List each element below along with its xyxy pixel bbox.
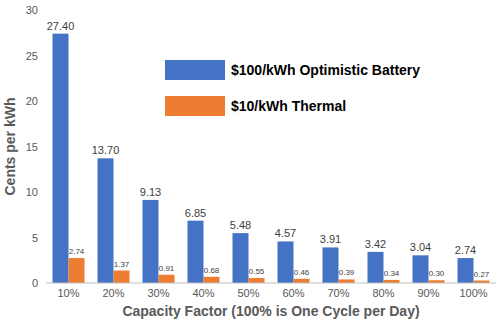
data-label: 4.57 [275, 227, 296, 239]
bars [53, 34, 490, 283]
data-label: 0.30 [429, 269, 445, 278]
data-label: 0.39 [339, 268, 355, 277]
data-label: 0.91 [159, 264, 175, 273]
bar [204, 277, 220, 283]
x-tick-label: 90% [417, 287, 439, 299]
bar [294, 279, 310, 283]
data-label: 2.74 [69, 247, 85, 256]
data-label: 0.55 [249, 267, 265, 276]
data-label: 2.74 [455, 244, 476, 256]
data-label: 0.34 [384, 269, 400, 278]
legend-swatch [165, 96, 225, 116]
x-tick-label: 70% [327, 287, 349, 299]
bar [53, 34, 69, 283]
data-label: 13.70 [92, 144, 120, 156]
x-tick-label: 100% [459, 287, 487, 299]
data-label: 27.40 [47, 20, 75, 32]
data-label: 0.46 [294, 268, 310, 277]
bar [233, 233, 249, 283]
bar [339, 279, 355, 283]
y-tick [43, 101, 46, 102]
y-tick-label: 5 [32, 232, 38, 244]
y-tick-label: 25 [26, 50, 38, 62]
legend-swatch [165, 60, 225, 80]
bar [143, 200, 159, 283]
data-label: 1.37 [114, 260, 130, 269]
y-tick [43, 146, 46, 147]
bar [98, 158, 114, 283]
y-tick [43, 55, 46, 56]
data-label: 5.48 [230, 219, 251, 231]
x-axis-title: Capacity Factor (100% is One Cycle per D… [122, 303, 419, 319]
x-tick-label: 50% [237, 287, 259, 299]
x-tick-label: 60% [282, 287, 304, 299]
y-tick [43, 237, 46, 238]
x-tick-label: 30% [147, 287, 169, 299]
y-tick [43, 192, 46, 193]
bar [159, 275, 175, 283]
bar [413, 255, 429, 283]
bar [458, 258, 474, 283]
bar [368, 252, 384, 283]
y-tick-label: 15 [26, 141, 38, 153]
data-label: 6.85 [185, 207, 206, 219]
y-tick-label: 20 [26, 95, 38, 107]
data-label: 3.04 [410, 241, 431, 253]
y-tick-label: 30 [26, 4, 38, 16]
bar [69, 258, 85, 283]
bar [323, 247, 339, 283]
x-tick-label: 40% [192, 287, 214, 299]
chart-root: 0 5 10 15 20 25 30 27.40 13.70 9.13 6.85 5.48 4.57 3.… [0, 0, 500, 323]
data-label: 0.27 [474, 270, 490, 279]
y-tick-label: 10 [26, 186, 38, 198]
data-label: 3.42 [365, 238, 386, 250]
y-tick [43, 283, 46, 284]
data-label: 3.91 [320, 233, 341, 245]
chart-svg: 0 5 10 15 20 25 30 27.40 13.70 9.13 6.85 5.48 4.57 3.… [0, 0, 500, 323]
y-tick-label: 0 [32, 277, 38, 289]
bar [278, 241, 294, 283]
y-axis-title: Cents per kWh [2, 97, 18, 195]
data-label: 9.13 [140, 186, 161, 198]
y-tick [43, 10, 46, 11]
legend-label: $100/kWh Optimistic Battery [231, 62, 420, 78]
bar [114, 271, 130, 283]
x-tick-label: 10% [57, 287, 79, 299]
x-axis-line [46, 283, 496, 284]
x-tick-label: 80% [372, 287, 394, 299]
legend-label: $10/kWh Thermal [231, 98, 346, 114]
x-tick-label: 20% [102, 287, 124, 299]
data-label: 0.68 [204, 266, 220, 275]
bar [249, 278, 265, 283]
bar [188, 221, 204, 283]
